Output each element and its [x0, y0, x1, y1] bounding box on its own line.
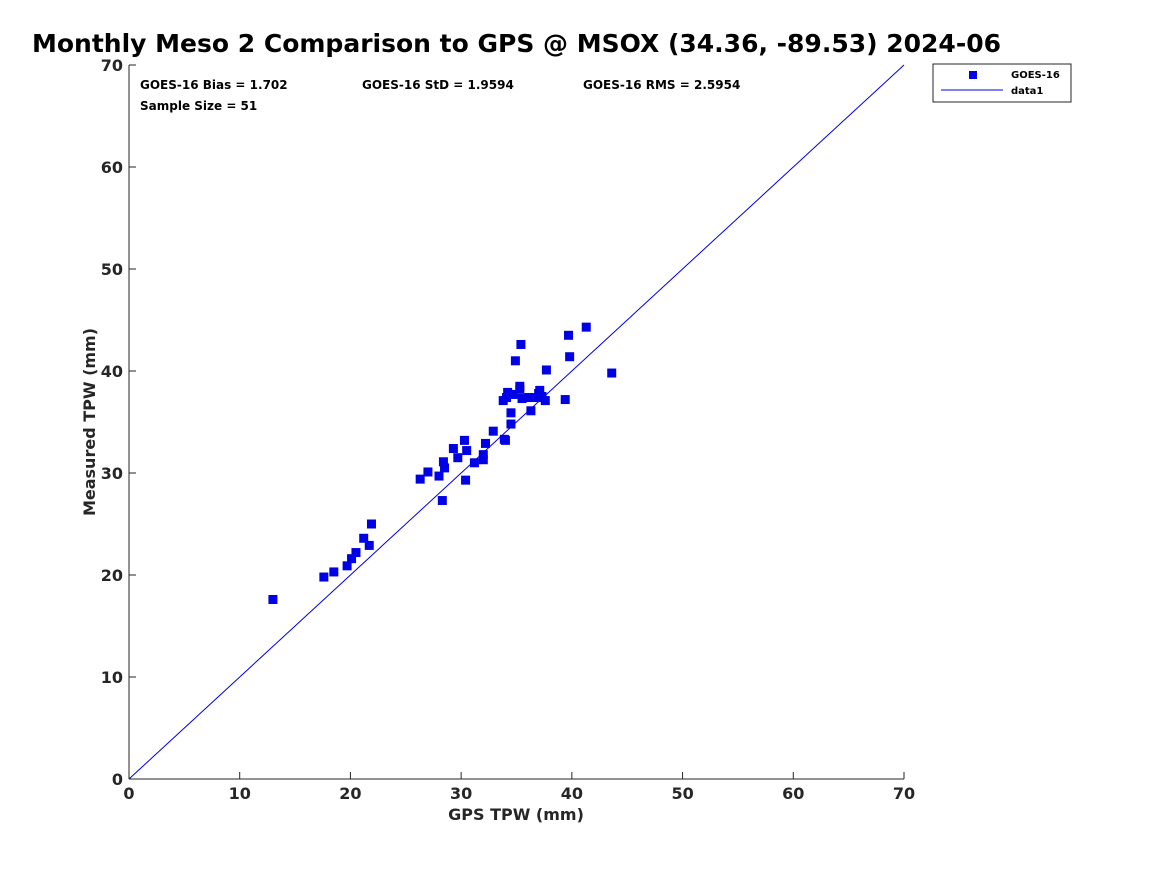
x-tick-label-7: 70	[893, 784, 915, 803]
data-point-49	[581, 322, 591, 332]
legend-marker-goes16	[969, 71, 977, 79]
x-tick-label-5: 50	[671, 784, 693, 803]
identity-line	[128, 64, 905, 780]
stat-sample-size: Sample Size = 51	[140, 99, 257, 113]
y-tick-label-5: 50	[101, 260, 123, 279]
data-point-15	[448, 444, 458, 454]
scatter-points	[268, 322, 617, 604]
data-point-14	[440, 463, 450, 473]
legend-label-goes16: GOES-16	[1011, 70, 1060, 81]
data-point-31	[506, 408, 516, 418]
series-line-data1	[128, 64, 905, 780]
y-tick-label-1: 10	[101, 668, 123, 687]
x-tick-label-0: 0	[123, 784, 134, 803]
data-point-29	[503, 387, 513, 397]
data-point-28	[502, 393, 512, 403]
x-tick-label-6: 60	[782, 784, 804, 803]
data-point-23	[481, 438, 490, 448]
y-axis-label: Measured TPW (mm)	[80, 328, 99, 516]
data-point-47	[564, 330, 574, 340]
stat-bias: GOES-16 Bias = 1.702	[140, 78, 288, 92]
data-point-8	[366, 519, 376, 529]
data-point-36	[516, 339, 526, 349]
data-point-16	[453, 453, 463, 463]
data-point-20	[469, 458, 479, 468]
legend: GOES-16 data1	[932, 63, 1072, 103]
y-tick-label-3: 30	[101, 464, 123, 483]
data-point-0	[268, 594, 278, 604]
data-point-38	[524, 393, 534, 403]
data-point-9	[415, 474, 425, 484]
y-tick-label-2: 20	[101, 566, 123, 585]
data-point-48	[565, 352, 575, 362]
data-point-11	[434, 471, 444, 481]
data-point-39	[526, 406, 536, 416]
data-point-45	[541, 365, 551, 375]
data-point-27	[500, 435, 510, 445]
legend-label-data1: data1	[1011, 86, 1043, 97]
data-point-4	[347, 554, 357, 564]
data-point-46	[560, 395, 570, 405]
data-point-33	[510, 356, 520, 366]
x-tick-label-4: 40	[561, 784, 583, 803]
stat-rms: GOES-16 RMS = 2.5954	[583, 78, 740, 92]
data-point-5	[351, 548, 361, 558]
data-point-3	[342, 561, 352, 571]
y-tick-label-6: 60	[101, 158, 123, 177]
data-point-7	[364, 540, 374, 550]
x-tick-label-3: 30	[450, 784, 472, 803]
y-tick-label-0: 0	[112, 770, 123, 789]
data-point-10	[423, 467, 433, 477]
data-point-6	[359, 533, 369, 543]
data-point-13	[438, 457, 448, 467]
stats-annotation: GOES-16 Bias = 1.702 GOES-16 StD = 1.959…	[140, 78, 740, 113]
data-point-37	[517, 394, 527, 404]
y-tick-label-7: 70	[101, 56, 123, 75]
data-point-18	[461, 475, 471, 485]
legend-box	[932, 63, 1072, 103]
chart-title: Monthly Meso 2 Comparison to GPS @ MSOX …	[32, 29, 1001, 58]
data-point-24	[488, 426, 498, 436]
x-tick-label-2: 20	[339, 784, 361, 803]
data-point-17	[459, 435, 469, 445]
data-point-32	[508, 389, 518, 399]
data-point-1	[319, 572, 329, 582]
y-ticks: 0 10 20 30 40 50 60 70	[101, 56, 136, 789]
axes	[128, 65, 904, 780]
data-point-2	[329, 567, 339, 577]
stat-std: GOES-16 StD = 1.9594	[362, 78, 514, 92]
data-point-19	[462, 446, 472, 456]
data-point-21	[478, 450, 488, 460]
x-ticks: 0 10 20 30 40 50 60 70	[123, 772, 915, 803]
data-point-22	[478, 455, 488, 465]
y-tick-label-4: 40	[101, 362, 123, 381]
x-axis-label: GPS TPW (mm)	[448, 805, 584, 824]
data-point-35	[515, 381, 525, 391]
data-point-30	[506, 419, 516, 429]
data-point-44	[540, 396, 550, 406]
data-point-42	[535, 385, 545, 395]
data-point-50	[607, 368, 617, 378]
data-point-12	[437, 496, 447, 506]
x-tick-label-1: 10	[229, 784, 251, 803]
